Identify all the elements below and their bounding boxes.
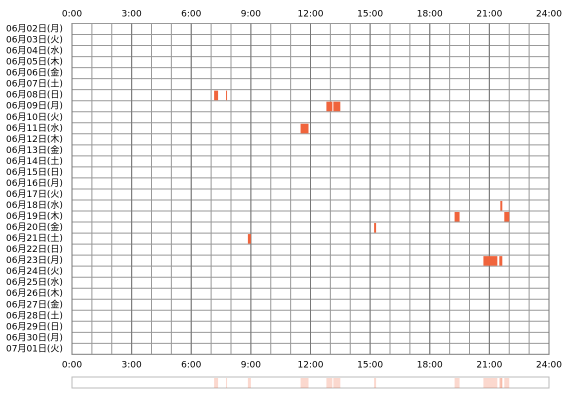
summary-mark (483, 378, 498, 388)
span-bar (247, 234, 251, 244)
row-label: 06月10日(火) (6, 112, 63, 123)
x-tick-label: 15:00 (357, 10, 383, 20)
row-label: 06月26日(木) (6, 287, 63, 299)
span-bar (499, 256, 503, 266)
x-tick-label: 9:00 (241, 361, 261, 371)
row-label: 06月17日(火) (6, 189, 63, 200)
summary-mark (454, 378, 460, 388)
x-tick-label: 3:00 (122, 361, 142, 371)
row-label: 06月22日(日) (6, 244, 63, 255)
row-label: 06月16日(月) (6, 178, 63, 189)
span-bar (226, 90, 228, 101)
row-label: 06月25日(水) (6, 276, 63, 288)
row-label: 06月05日(木) (6, 56, 63, 68)
row-label: 06月09日(月) (6, 101, 63, 112)
row-label: 06月15日(日) (6, 167, 63, 178)
span-bar (326, 101, 333, 112)
row-label: 06月30日(月) (6, 332, 63, 343)
span-bar (333, 101, 341, 112)
x-tick-label: 24:00 (536, 361, 562, 371)
row-label: 06月06日(金) (6, 67, 63, 79)
row-label: 06月20日(金) (6, 221, 63, 233)
row-label: 07月01日(火) (6, 343, 63, 354)
summary-mark (504, 378, 510, 388)
row-label: 06月13日(金) (6, 144, 63, 156)
summary-strip (71, 376, 550, 389)
row-label: 06月02日(月) (6, 24, 63, 35)
summary-mark (326, 378, 333, 388)
x-tick-label: 6:00 (181, 361, 201, 371)
x-tick-label: 21:00 (476, 361, 502, 371)
row-label: 06月21日(土) (6, 232, 63, 244)
summary-mark (226, 378, 228, 388)
row-label: 06月12日(木) (6, 133, 63, 145)
summary-mark (247, 378, 251, 388)
span-bar (454, 212, 460, 222)
x-tick-label: 18:00 (417, 10, 443, 20)
row-label: 06月24日(火) (6, 266, 63, 277)
summary-mark (214, 378, 219, 388)
x-tick-label: 18:00 (417, 361, 443, 371)
span-bar (214, 90, 219, 101)
x-tick-label: 0:00 (62, 10, 82, 20)
row-label: 06月19日(木) (6, 210, 63, 222)
x-tick-label: 21:00 (476, 10, 502, 20)
span-bar (483, 256, 498, 266)
summary-mark (333, 378, 341, 388)
row-label: 06月28日(土) (6, 309, 63, 321)
summary-mark (300, 378, 309, 388)
x-tick-label: 3:00 (122, 10, 142, 20)
x-tick-label: 0:00 (62, 361, 82, 371)
row-label: 06月07日(土) (6, 78, 63, 90)
row-label: 06月03日(火) (6, 35, 63, 46)
row-label: 06月18日(水) (6, 199, 63, 211)
summary-mark (500, 378, 503, 388)
row-label: 06月29日(日) (6, 321, 63, 332)
row-label: 06月23日(月) (6, 255, 63, 266)
span-bar (500, 200, 503, 211)
x-tick-label: 9:00 (241, 10, 261, 20)
span-bar (300, 123, 309, 134)
summary-mark (374, 378, 377, 388)
x-tick-label: 12:00 (298, 10, 324, 20)
x-tick-label: 6:00 (181, 10, 201, 20)
row-label: 06月27日(金) (6, 298, 63, 310)
row-label: 06月11日(水) (6, 122, 63, 134)
span-bar (504, 212, 510, 222)
x-tick-label: 12:00 (298, 361, 324, 371)
row-label: 06月04日(水) (6, 45, 63, 57)
row-label: 06月08日(日) (6, 90, 63, 101)
x-tick-label: 24:00 (536, 10, 562, 20)
summary-mark (499, 378, 503, 388)
row-label: 06月14日(土) (6, 155, 63, 167)
x-tick-label: 15:00 (357, 361, 383, 371)
span-bar (374, 223, 377, 233)
